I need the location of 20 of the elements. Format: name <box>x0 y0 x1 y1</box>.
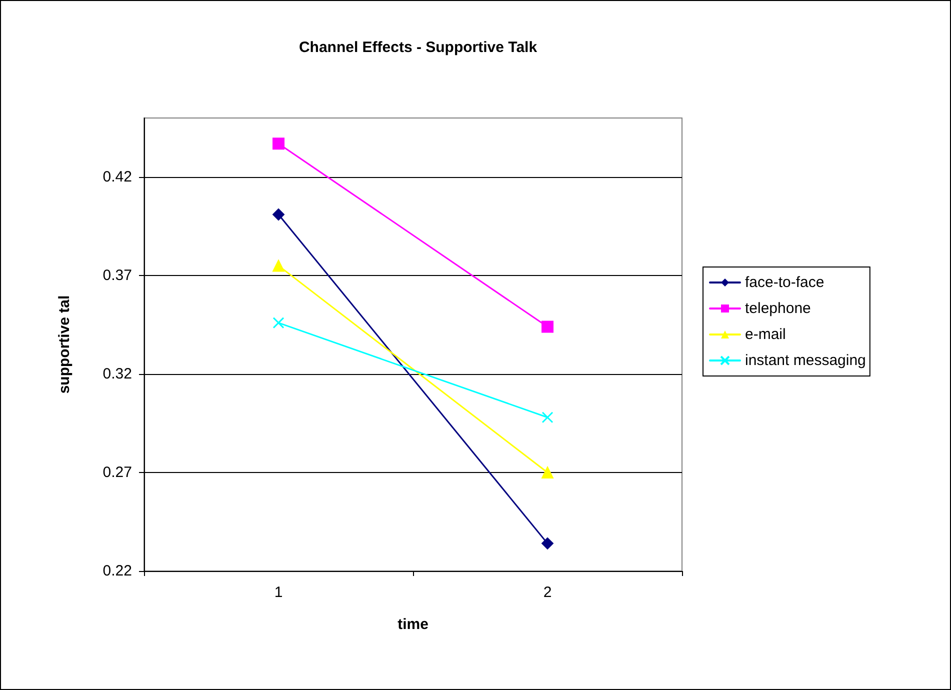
y-tick-label: 0.27 <box>102 464 132 482</box>
legend-label: face-to-face <box>745 274 824 291</box>
y-tick-label: 0.37 <box>102 267 132 284</box>
x-axis-title: time <box>398 616 428 633</box>
y-tick-label: 0.32 <box>102 366 132 383</box>
point <box>542 537 554 550</box>
point <box>542 320 554 333</box>
point <box>542 412 554 424</box>
x-tick-label: 2 <box>543 584 552 601</box>
legend-label: telephone <box>745 300 811 317</box>
x-tick-label: 1 <box>274 584 283 601</box>
legend-label: e-mail <box>745 326 786 343</box>
point <box>272 208 284 221</box>
point <box>272 317 284 329</box>
y-axis-title: supportive tal <box>56 295 73 394</box>
y-tick-label: 0.22 <box>102 562 132 580</box>
legend-label: instant messaging <box>745 352 866 369</box>
chart-title: Channel Effects - Supportive Talk <box>298 39 538 56</box>
y-tick-label: 0.42 <box>102 168 132 186</box>
point <box>272 138 284 150</box>
